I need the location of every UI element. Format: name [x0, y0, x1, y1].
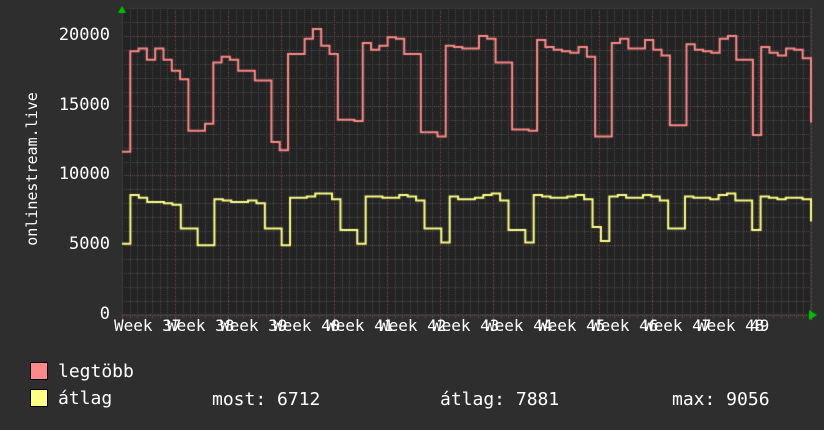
x-tick-0: Week 37 [114, 316, 182, 335]
x-tick-7: Week 44 [485, 316, 553, 335]
legend-item-1[interactable]: átlag [30, 385, 112, 411]
stat-max: max: 9056 [672, 389, 770, 410]
legend-item-0[interactable]: legtöbb [30, 358, 134, 384]
x-tick-12: 49 [750, 316, 770, 335]
x-tick-9: Week 46 [591, 316, 659, 335]
stat-atlag: átlag: 7881 [440, 389, 560, 410]
chart-legend: legtöbb átlag [0, 358, 824, 430]
legend-label-0: legtöbb [58, 360, 134, 382]
y-tick-10000: 10000 [58, 164, 110, 185]
x-tick-11: Week 48 [697, 316, 765, 335]
y-tick-5000: 5000 [69, 234, 110, 255]
y-tick-20000: 20000 [58, 24, 110, 45]
x-tick-1: Week 38 [167, 316, 235, 335]
y-axis-title: onlinestream.live [23, 92, 41, 246]
stat-most: most: 6712 [212, 389, 321, 410]
x-tick-3: Week 40 [273, 316, 341, 335]
x-tick-6: Week 43 [432, 316, 500, 335]
y-axis-tick-labels: 0 5000 10000 15000 20000 [0, 0, 110, 430]
x-tick-8: Week 45 [538, 316, 606, 335]
x-tick-5: Week 42 [379, 316, 447, 335]
legend-swatch-legtobb [30, 362, 48, 380]
legend-swatch-atlag [30, 389, 48, 407]
x-tick-10: Week 47 [644, 316, 712, 335]
y-tick-15000: 15000 [58, 94, 110, 115]
x-tick-2: Week 39 [220, 316, 288, 335]
x-tick-4: Week 41 [326, 316, 394, 335]
x-axis-tick-labels: Week 37 Week 38 Week 39 Week 40 Week 41 Week … [0, 316, 824, 340]
y-tick-0: 0 [99, 304, 110, 324]
legend-label-1: átlag [58, 387, 113, 409]
